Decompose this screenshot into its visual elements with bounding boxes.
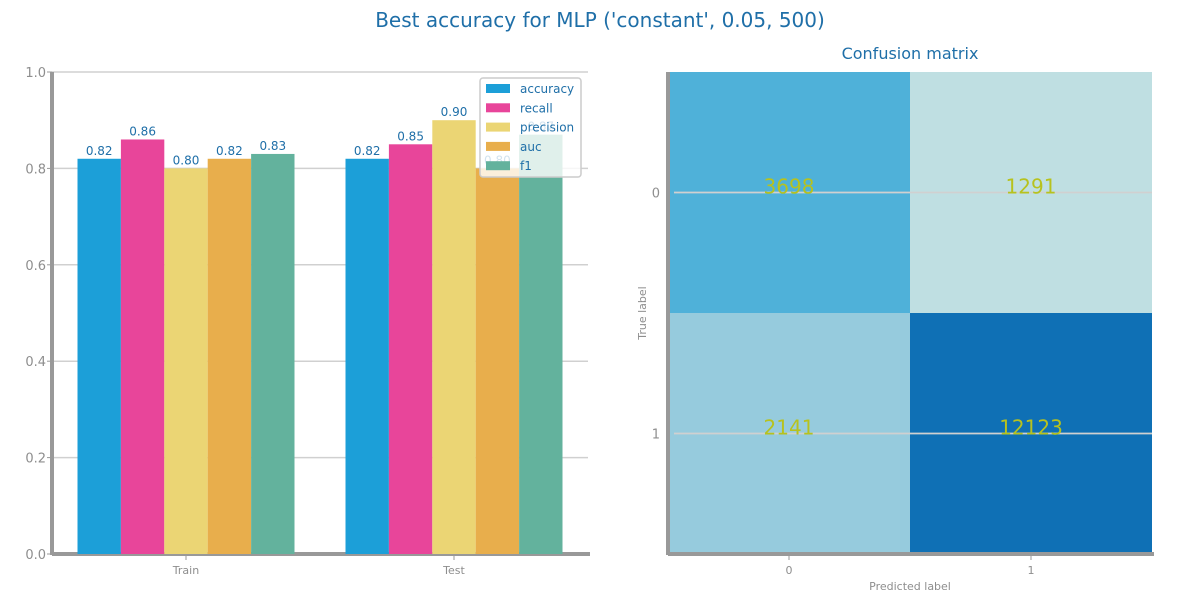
cell-value-label: 2141 bbox=[764, 416, 815, 440]
heatmap-title: Confusion matrix bbox=[842, 44, 979, 63]
y-tick-label: 0.0 bbox=[25, 548, 46, 563]
legend-label-f1: f1 bbox=[520, 159, 532, 173]
y-axis-label: True label bbox=[636, 286, 649, 340]
bar-auc bbox=[475, 168, 520, 554]
y-tick-label: 0.4 bbox=[25, 355, 46, 370]
bar-value-label: 0.90 bbox=[441, 105, 468, 119]
y-tick-label: 0.2 bbox=[25, 452, 46, 467]
bar-value-label: 0.86 bbox=[129, 124, 156, 138]
y-tick-label: 0 bbox=[652, 187, 660, 202]
legend-swatch-auc bbox=[486, 141, 510, 151]
bar-recall bbox=[120, 139, 165, 555]
bar-value-label: 0.83 bbox=[259, 139, 286, 153]
x-tick-label: Train bbox=[172, 564, 199, 577]
legend-label-precision: precision bbox=[520, 121, 574, 135]
legend-label-recall: recall bbox=[520, 101, 553, 115]
cell-value-label: 12123 bbox=[999, 416, 1063, 440]
bar-accuracy bbox=[345, 158, 389, 554]
cell-value-label: 1291 bbox=[1006, 175, 1057, 199]
legend-swatch-f1 bbox=[486, 161, 510, 171]
bar-precision bbox=[432, 120, 476, 554]
figure-title: Best accuracy for MLP ('constant', 0.05,… bbox=[375, 8, 825, 32]
cell-value-label: 3698 bbox=[764, 175, 815, 199]
bar-accuracy bbox=[77, 158, 121, 554]
bar-value-label: 0.82 bbox=[354, 144, 381, 158]
bar-value-label: 0.82 bbox=[216, 144, 243, 158]
y-tick-label: 0.6 bbox=[25, 259, 46, 274]
bar-f1 bbox=[519, 134, 563, 554]
y-tick-label: 1.0 bbox=[25, 66, 46, 81]
legend-swatch-accuracy bbox=[486, 84, 510, 93]
legend-box bbox=[479, 77, 582, 178]
bar-chart: 0.0 0.2 0.4 0.6 0.8 1.0 0.82 0.86 0.80 0.82 0.83 Tr… bbox=[25, 66, 590, 577]
y-tick-label: 1 bbox=[652, 428, 660, 443]
x-tick-label: Test bbox=[442, 564, 465, 577]
legend-label-auc: auc bbox=[520, 140, 542, 154]
bar-f1 bbox=[251, 153, 295, 554]
bar-value-label: 0.82 bbox=[86, 144, 113, 158]
bar-value-label: 0.85 bbox=[397, 129, 424, 143]
bar-precision bbox=[164, 168, 208, 554]
legend-swatch-precision bbox=[486, 122, 510, 132]
bar-value-label: 0.80 bbox=[173, 153, 200, 167]
x-axis-label: Predicted label bbox=[869, 580, 951, 593]
x-tick-label: 1 bbox=[1028, 564, 1035, 577]
y-tick-label: 0.8 bbox=[25, 162, 46, 177]
legend-label-accuracy: accuracy bbox=[520, 82, 574, 96]
bar-auc bbox=[207, 158, 252, 554]
bar-recall bbox=[388, 144, 433, 555]
confusion-matrix-chart: Confusion matrix 3698 1291 2141 12123 0 1 0 1 Pre… bbox=[636, 44, 1154, 593]
x-tick-label: 0 bbox=[786, 564, 793, 577]
legend-swatch-recall bbox=[486, 103, 510, 113]
